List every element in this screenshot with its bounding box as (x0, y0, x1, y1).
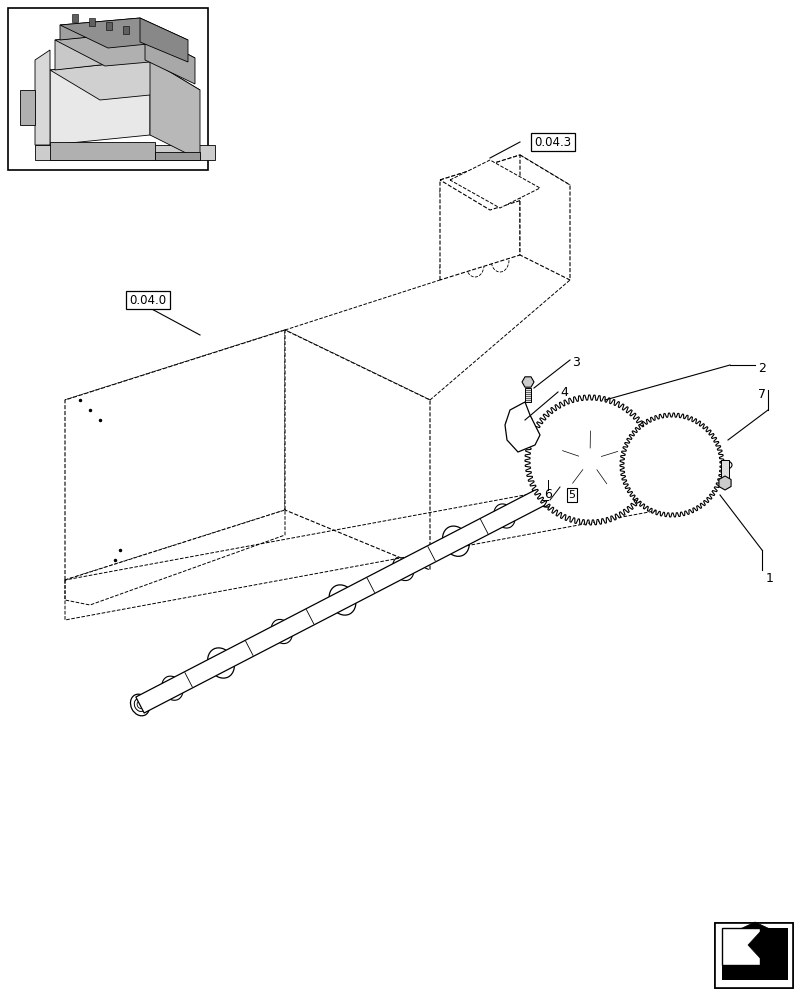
Ellipse shape (442, 526, 469, 556)
Text: 2: 2 (757, 361, 765, 374)
Polygon shape (284, 330, 430, 570)
Polygon shape (439, 155, 569, 210)
Polygon shape (65, 330, 284, 580)
Ellipse shape (207, 648, 234, 678)
Polygon shape (35, 50, 50, 145)
Text: 5: 5 (568, 490, 575, 500)
Polygon shape (145, 32, 195, 84)
Ellipse shape (161, 676, 183, 700)
Polygon shape (20, 90, 35, 125)
Circle shape (558, 429, 620, 491)
Polygon shape (719, 948, 790, 983)
Ellipse shape (271, 619, 292, 644)
Ellipse shape (137, 702, 143, 708)
Polygon shape (106, 22, 112, 30)
Text: 3: 3 (571, 356, 579, 368)
Polygon shape (504, 402, 540, 452)
Text: 1: 1 (765, 572, 773, 585)
Polygon shape (450, 160, 540, 208)
Polygon shape (65, 330, 430, 470)
Polygon shape (140, 18, 188, 62)
Bar (560, 479, 577, 487)
Bar (714, 923, 792, 988)
Text: 6: 6 (544, 488, 551, 502)
Text: 7: 7 (757, 388, 765, 401)
Polygon shape (50, 60, 200, 100)
Polygon shape (55, 32, 195, 66)
Polygon shape (65, 510, 284, 605)
Polygon shape (60, 18, 140, 40)
Text: 0.04.0: 0.04.0 (129, 294, 166, 306)
Text: 4: 4 (560, 386, 567, 399)
Bar (714, 923, 792, 988)
Ellipse shape (534, 483, 555, 507)
Polygon shape (150, 60, 200, 160)
Polygon shape (50, 142, 155, 160)
Polygon shape (721, 928, 759, 965)
Ellipse shape (134, 699, 145, 711)
Polygon shape (60, 18, 188, 48)
Text: 0.04.3: 0.04.3 (534, 136, 571, 149)
Polygon shape (55, 32, 145, 70)
Polygon shape (718, 476, 730, 490)
Polygon shape (619, 413, 723, 517)
Polygon shape (720, 460, 728, 479)
Polygon shape (520, 155, 569, 280)
Polygon shape (521, 377, 533, 387)
Polygon shape (123, 26, 128, 34)
Polygon shape (524, 388, 530, 402)
Bar (8, 8, 208, 170)
Polygon shape (155, 152, 200, 160)
Polygon shape (136, 487, 548, 713)
Polygon shape (721, 965, 787, 980)
Ellipse shape (130, 694, 149, 716)
Polygon shape (35, 145, 214, 160)
Polygon shape (50, 60, 150, 145)
Ellipse shape (392, 556, 414, 581)
Polygon shape (72, 14, 78, 22)
Polygon shape (89, 18, 95, 26)
Ellipse shape (493, 504, 515, 528)
Polygon shape (737, 922, 771, 945)
Ellipse shape (328, 585, 356, 615)
Polygon shape (759, 928, 787, 965)
Polygon shape (747, 932, 784, 958)
Polygon shape (524, 395, 654, 525)
Polygon shape (439, 155, 520, 280)
Ellipse shape (717, 460, 731, 470)
